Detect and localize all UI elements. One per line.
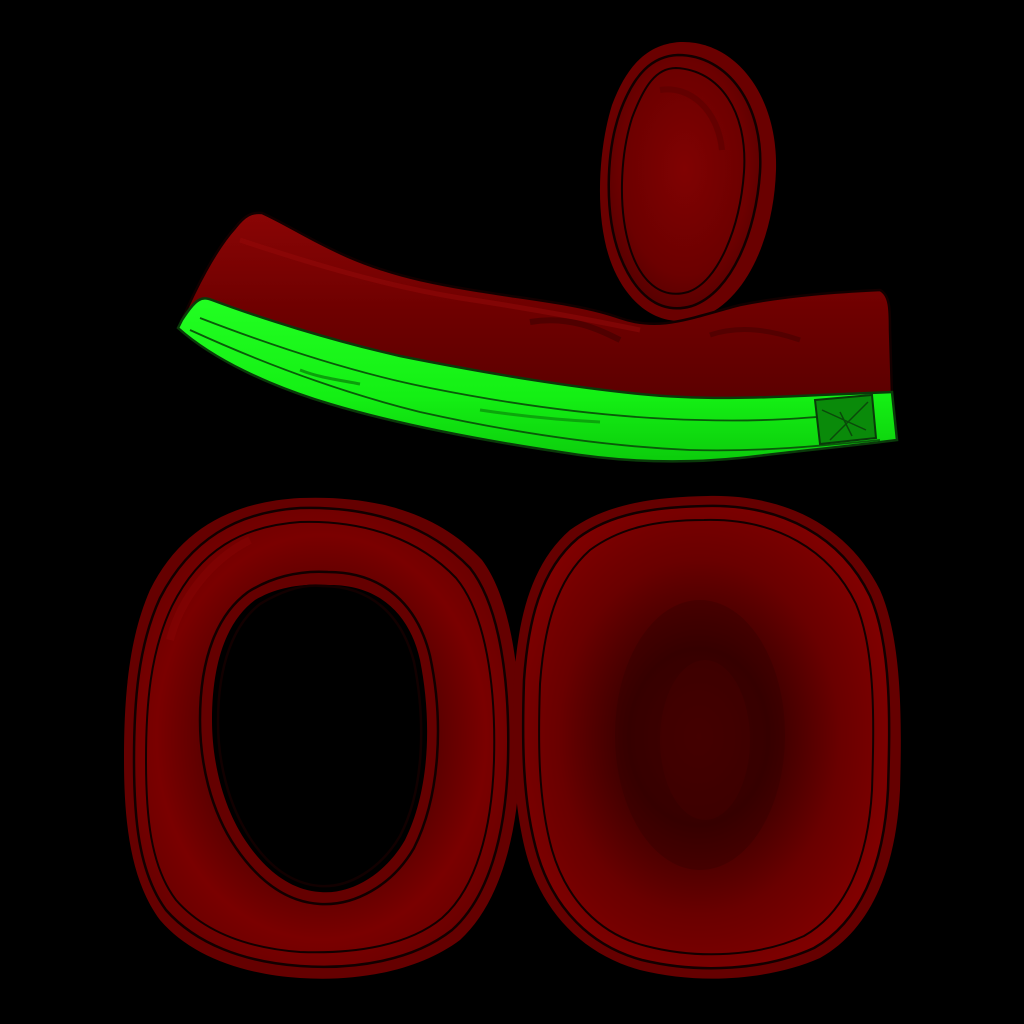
ring-ear-cushion — [124, 497, 521, 979]
headband-strap — [176, 211, 899, 463]
solid-ear-cushion — [513, 495, 901, 979]
teardrop-pad — [599, 41, 777, 322]
